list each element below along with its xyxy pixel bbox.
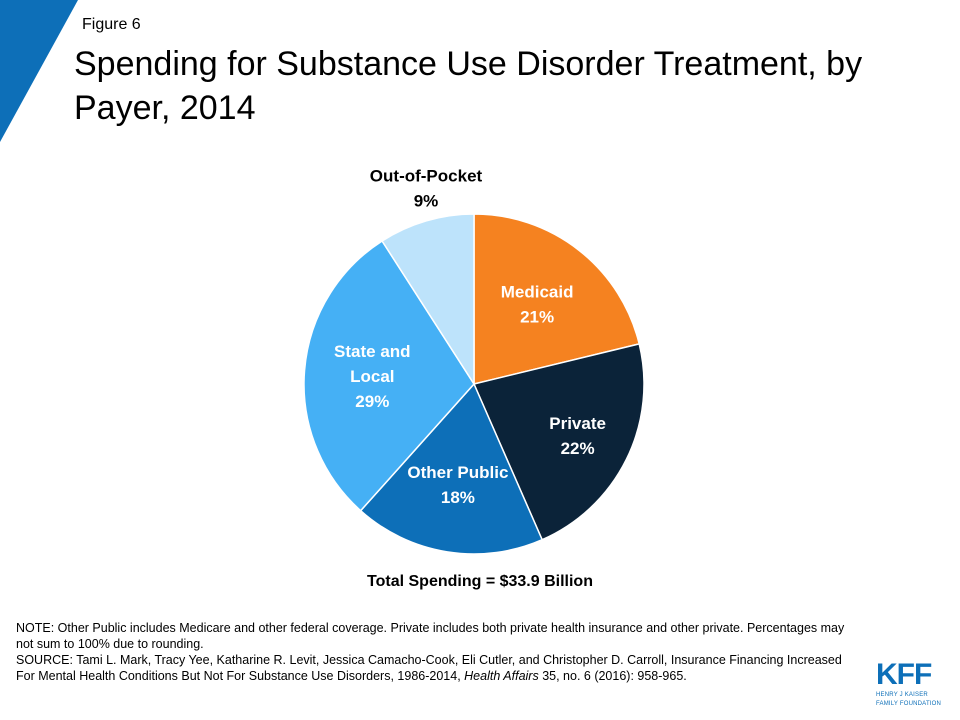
pie-category-label: Out-of-Pocket <box>370 167 483 186</box>
chart-title: Spending for Substance Use Disorder Trea… <box>74 45 863 127</box>
pie-chart: Medicaid 21% Private 22% Other Public 18% Stat… <box>303 167 645 555</box>
pie-slices <box>303 213 645 555</box>
source-journal: Health Affairs <box>464 669 539 683</box>
source-suffix: 35, no. 6 (2016): 958-965. <box>538 669 687 683</box>
pie-slice-state-and-local <box>303 239 475 512</box>
total-spending-annotation: Total Spending = $33.9 Billion <box>367 573 593 590</box>
pie-category-label: Other Public <box>407 463 508 482</box>
pie-labels: Medicaid 21% Private 22% Other Public 18% Stat… <box>334 167 606 508</box>
kff-logo-mark: KFF <box>876 658 932 691</box>
pie-label-medicaid: Medicaid 21% <box>501 282 574 326</box>
notes-section: NOTE: Other Public includes Medicare and… <box>16 620 856 684</box>
source-text: SOURCE: Tami L. Mark, Tracy Yee, Kathari… <box>16 652 856 684</box>
pie-category-label: Private <box>549 414 606 433</box>
source-prefix: SOURCE: Tami L. Mark, Tracy Yee, Kathari… <box>16 653 842 683</box>
pie-label-other-public: Other Public 18% <box>407 463 508 507</box>
pie-value-label: 9% <box>414 192 439 211</box>
pie-value-label: 22% <box>561 439 595 458</box>
pie-value-label: 21% <box>520 307 554 326</box>
pie-label-state-and-local: State and Local 29% <box>334 342 411 411</box>
kff-logo-line1: HENRY J KAISER <box>876 692 928 698</box>
kff-logo-line2: FAMILY FOUNDATION <box>876 701 942 707</box>
note-text: NOTE: Other Public includes Medicare and… <box>16 621 845 651</box>
pie-slice-other-public <box>359 382 544 555</box>
pie-label-private: Private 22% <box>549 414 606 458</box>
pie-slice-private <box>472 343 645 541</box>
pie-slice-medicaid <box>473 213 641 385</box>
pie-category-label: State and <box>334 342 411 361</box>
pie-category-label: Local <box>350 367 394 386</box>
kff-logo: KFF HENRY J KAISER FAMILY FOUNDATION <box>876 660 948 712</box>
figure-label: Figure 6 <box>82 16 141 33</box>
pie-value-label: 29% <box>355 392 389 411</box>
corner-accent <box>0 0 78 142</box>
pie-value-label: 18% <box>441 488 475 507</box>
pie-slice-out-of-pocket <box>381 213 475 387</box>
pie-label-out-of-pocket: Out-of-Pocket 9% <box>370 167 483 211</box>
pie-category-label: Medicaid <box>501 282 574 301</box>
